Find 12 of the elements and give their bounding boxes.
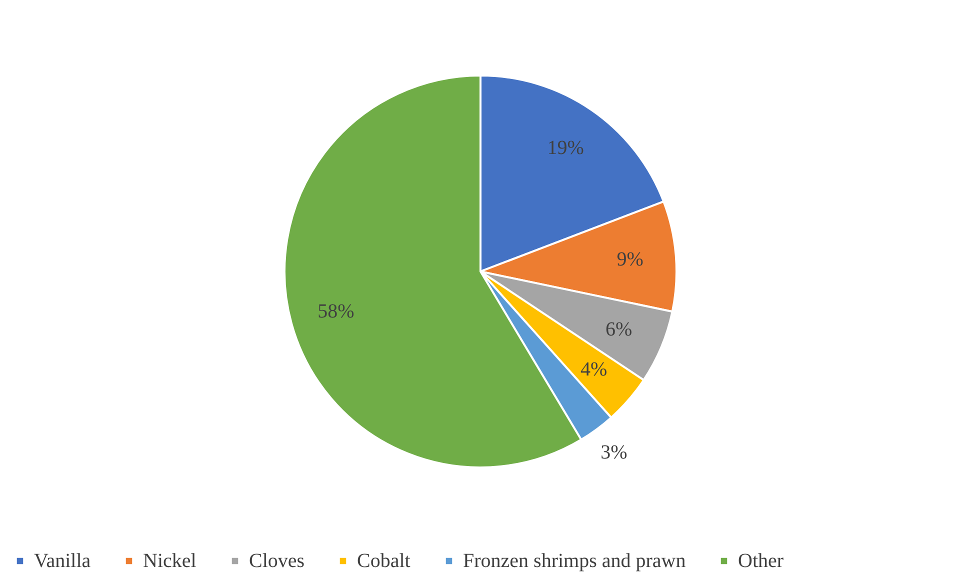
legend-label: Vanilla: [34, 550, 91, 572]
legend-label: Cobalt: [357, 550, 411, 572]
legend-label: Nickel: [143, 550, 197, 572]
data-label: 58%: [318, 300, 354, 322]
data-label: 9%: [616, 248, 644, 271]
data-label: 19%: [547, 136, 584, 159]
legend-label: Cloves: [249, 550, 305, 572]
data-label: 4%: [580, 358, 608, 381]
data-label: 3%: [600, 442, 628, 464]
data-label: 6%: [606, 318, 632, 340]
legend-label: Other: [738, 550, 784, 572]
legend-label: Fronzen shrimps and prawn: [463, 550, 686, 572]
